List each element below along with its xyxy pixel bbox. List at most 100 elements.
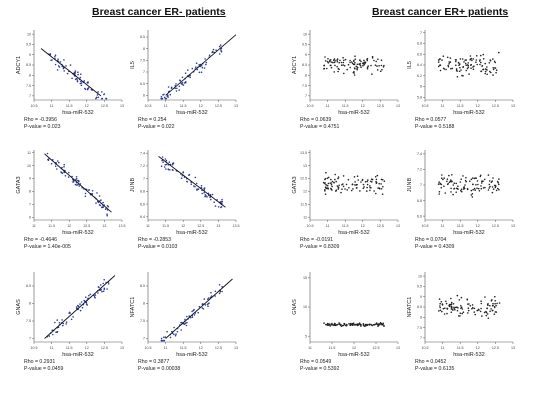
data-point [78, 185, 81, 187]
data-point [106, 213, 108, 215]
data-point [181, 82, 184, 84]
data-point [445, 68, 447, 71]
data-point [467, 307, 470, 310]
data-point [329, 325, 332, 327]
data-point [54, 54, 57, 56]
data-point [477, 308, 480, 311]
data-point [182, 171, 184, 174]
data-point [480, 307, 482, 310]
data-point [493, 60, 496, 63]
data-point [489, 185, 491, 188]
data-point [189, 76, 191, 79]
data-point [86, 304, 88, 306]
data-point [164, 97, 167, 100]
data-point [207, 298, 209, 301]
data-point [167, 86, 170, 88]
data-point [166, 95, 168, 97]
data-point [495, 304, 497, 307]
data-point [480, 300, 482, 303]
data-point [96, 192, 98, 194]
data-point [48, 335, 51, 337]
data-point [184, 81, 187, 83]
data-point [107, 283, 110, 285]
regression-line [44, 153, 112, 213]
regression-line [158, 156, 226, 208]
x-tick-label: 11.5 [66, 346, 73, 350]
data-point [471, 304, 474, 306]
data-point [479, 310, 482, 313]
data-point [449, 61, 452, 63]
data-point [496, 302, 498, 305]
data-point [188, 315, 190, 317]
x-tick-label: 12 [476, 346, 480, 350]
data-point [462, 175, 464, 177]
data-point [213, 201, 215, 203]
data-point [360, 181, 362, 183]
data-point [79, 82, 82, 85]
data-point [184, 318, 186, 321]
data-point [458, 64, 460, 66]
data-point [59, 61, 62, 63]
data-point [465, 69, 468, 72]
data-point [492, 67, 495, 69]
data-point [160, 165, 163, 167]
data-point [494, 61, 497, 64]
y-tick-label: 10 [303, 32, 307, 36]
data-point [352, 322, 355, 325]
x-tick-label: 13 [396, 104, 400, 108]
data-point [481, 315, 483, 317]
x-tick-label: 11 [308, 346, 312, 350]
x-tick-label: 11.5 [457, 346, 464, 350]
data-point [375, 182, 378, 184]
data-point [219, 291, 222, 293]
data-point [498, 183, 500, 186]
data-point [376, 65, 378, 67]
y-tick-label: 7.2 [140, 164, 145, 168]
data-point [356, 323, 358, 326]
data-point [97, 91, 99, 93]
data-point [381, 178, 384, 181]
data-point [438, 191, 441, 193]
data-point [362, 323, 365, 325]
data-point [333, 323, 336, 325]
data-point [456, 306, 458, 309]
data-point [202, 308, 205, 310]
data-point [342, 61, 345, 64]
data-point [357, 324, 360, 326]
y-tick-label: 7.5 [302, 84, 307, 88]
data-point [201, 192, 203, 195]
data-point [99, 284, 102, 286]
data-point [342, 175, 345, 177]
data-point [475, 184, 477, 186]
data-point [79, 309, 82, 312]
data-point [493, 306, 496, 308]
data-point [489, 304, 491, 307]
data-point [368, 324, 371, 326]
regression-line [44, 275, 116, 339]
data-point [173, 326, 175, 329]
data-point [324, 178, 326, 181]
data-point [480, 187, 483, 190]
rho-label: Rho = 0.3877 [138, 359, 169, 365]
data-point [467, 309, 470, 312]
data-point [353, 324, 356, 326]
data-point [56, 69, 59, 71]
data-point [358, 322, 361, 325]
data-point [88, 189, 90, 191]
y-tick-label: 8 [143, 302, 145, 306]
x-tick-label: 12.5 [83, 224, 90, 228]
data-point [440, 177, 443, 179]
data-point [75, 306, 78, 308]
data-point [324, 190, 326, 192]
x-axis-label: hsa-miR-532 [453, 230, 484, 236]
data-point [375, 60, 378, 63]
data-point [79, 76, 82, 79]
data-point [211, 193, 214, 196]
data-point [488, 183, 491, 186]
data-point [492, 58, 494, 60]
data-point [333, 181, 335, 184]
y-tick-label: 15 [303, 276, 307, 280]
data-point [80, 73, 82, 75]
x-tick-label: 12.5 [215, 346, 222, 350]
